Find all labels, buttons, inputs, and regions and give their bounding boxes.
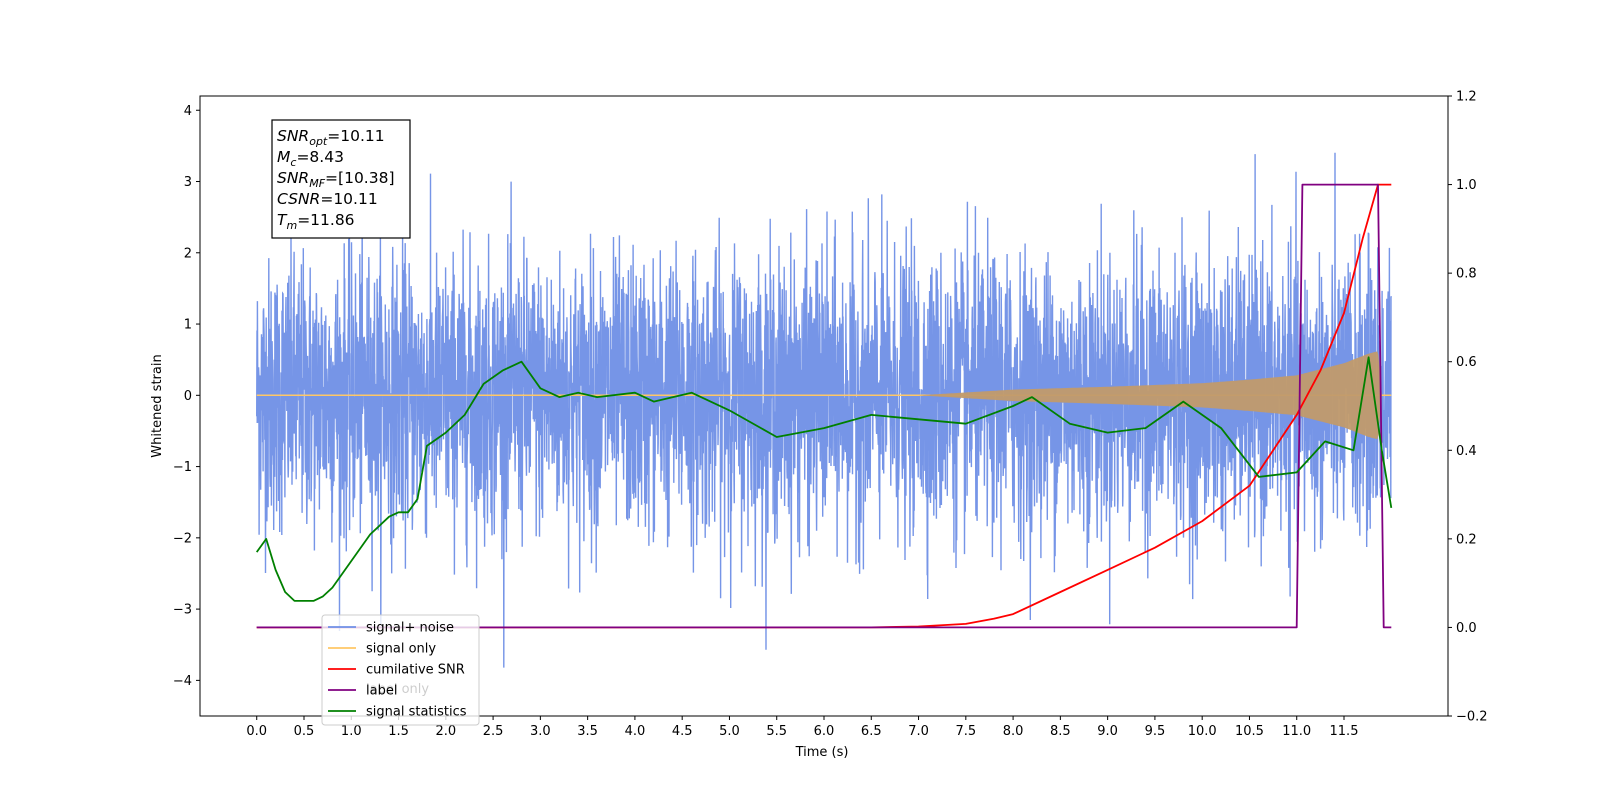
y-left-tick-label: −4 [173, 674, 192, 689]
x-tick-label: 4.0 [625, 724, 646, 739]
legend-label: label [366, 684, 397, 699]
legend-frame [321, 614, 480, 726]
y-left-tick-label: 1 [184, 318, 192, 333]
x-tick-label: 9.0 [1097, 724, 1118, 739]
series-signal-statistics [255, 356, 1393, 602]
x-tick-label: 0.0 [246, 724, 267, 739]
legend-ghost-text: label only [366, 682, 429, 697]
legend-label: signal statistics [366, 705, 467, 720]
legend-label: cumilative SNR [366, 663, 465, 678]
series-signal-only-chirp [918, 351, 1387, 440]
stats-line: CSNR=10.11 [277, 190, 378, 208]
stats-line: SNRopt=10.11 [277, 127, 385, 148]
stats-line: Tm=11.86 [277, 211, 355, 232]
legend-label: signal+ noise [366, 621, 454, 636]
y-right-tick-label: 0.6 [1456, 355, 1477, 370]
x-tick-label: 5.0 [719, 724, 740, 739]
y-left-tick-label: 0 [184, 389, 192, 404]
y-left-tick-label: 3 [184, 175, 192, 190]
x-tick-label: 7.0 [908, 724, 929, 739]
series-cumilative-snr [256, 183, 1392, 629]
y-left-tick-label: −3 [173, 603, 192, 618]
stats-line: SNRMF=[10.38] [277, 169, 395, 190]
x-tick-label: 4.5 [672, 724, 693, 739]
plot-area [255, 152, 1393, 668]
y-right-tick-label: 0.4 [1456, 444, 1477, 459]
y-left-tick-label: 4 [184, 104, 192, 119]
x-tick-label: 5.5 [766, 724, 787, 739]
legend-label: signal only [366, 642, 436, 657]
x-tick-label: 1.0 [341, 724, 362, 739]
y-axis-label: Whitened strain [150, 354, 165, 457]
y-right-tick-label: 0.2 [1456, 532, 1477, 547]
series-label [256, 183, 1392, 629]
y-right-tick-label: 1.0 [1456, 178, 1477, 193]
y-right-tick-label: −0.2 [1456, 710, 1488, 725]
x-tick-label: 6.0 [814, 724, 835, 739]
x-tick-label: 9.5 [1145, 724, 1166, 739]
x-tick-label: 8.5 [1050, 724, 1071, 739]
y-left-tick-label: −2 [173, 531, 192, 546]
x-tick-label: 2.0 [435, 724, 456, 739]
y-right-tick-label: 0.8 [1456, 267, 1477, 282]
stats-line: Mc=8.43 [277, 148, 344, 169]
series-signal-plus-noise [256, 152, 1392, 668]
x-tick-label: 1.5 [388, 724, 409, 739]
y-left-tick-label: 2 [184, 246, 192, 261]
x-axis: 0.0 0.5 1.0 1.5 2.0 2.5 3.0 3.5 4.0 4.5 5.0 5.5 6.0 6… [246, 716, 1358, 739]
x-tick-label: 0.5 [294, 724, 315, 739]
stats-annotation-box: SNRopt=10.11Mc=8.43SNRMF=[10.38]CSNR=10.… [271, 119, 411, 239]
x-tick-label: 3.5 [577, 724, 598, 739]
y-left-axis: −4 −3 −2 −1 0 1 2 3 4 [173, 104, 200, 689]
x-tick-label: 10.0 [1188, 724, 1217, 739]
x-tick-label: 10.5 [1235, 724, 1264, 739]
y-right-tick-label: 1.2 [1456, 90, 1477, 105]
x-tick-label: 11.5 [1330, 724, 1359, 739]
y-right-tick-label: 0.0 [1456, 621, 1477, 636]
x-tick-label: 7.5 [955, 724, 976, 739]
x-tick-label: 2.5 [483, 724, 504, 739]
y-left-tick-label: −1 [173, 460, 192, 475]
x-tick-label: 3.0 [530, 724, 551, 739]
stats-box-frame [271, 119, 411, 239]
x-tick-label: 8.0 [1003, 724, 1024, 739]
x-axis-label: Time (s) [795, 745, 849, 760]
y-right-axis: −0.2 0.0 0.2 0.4 0.6 0.8 1.0 1.2 [1448, 90, 1488, 725]
x-tick-label: 6.5 [861, 724, 882, 739]
x-tick-label: 11.0 [1282, 724, 1311, 739]
legend: label only signal+ noise signal only cumila… [321, 614, 480, 726]
